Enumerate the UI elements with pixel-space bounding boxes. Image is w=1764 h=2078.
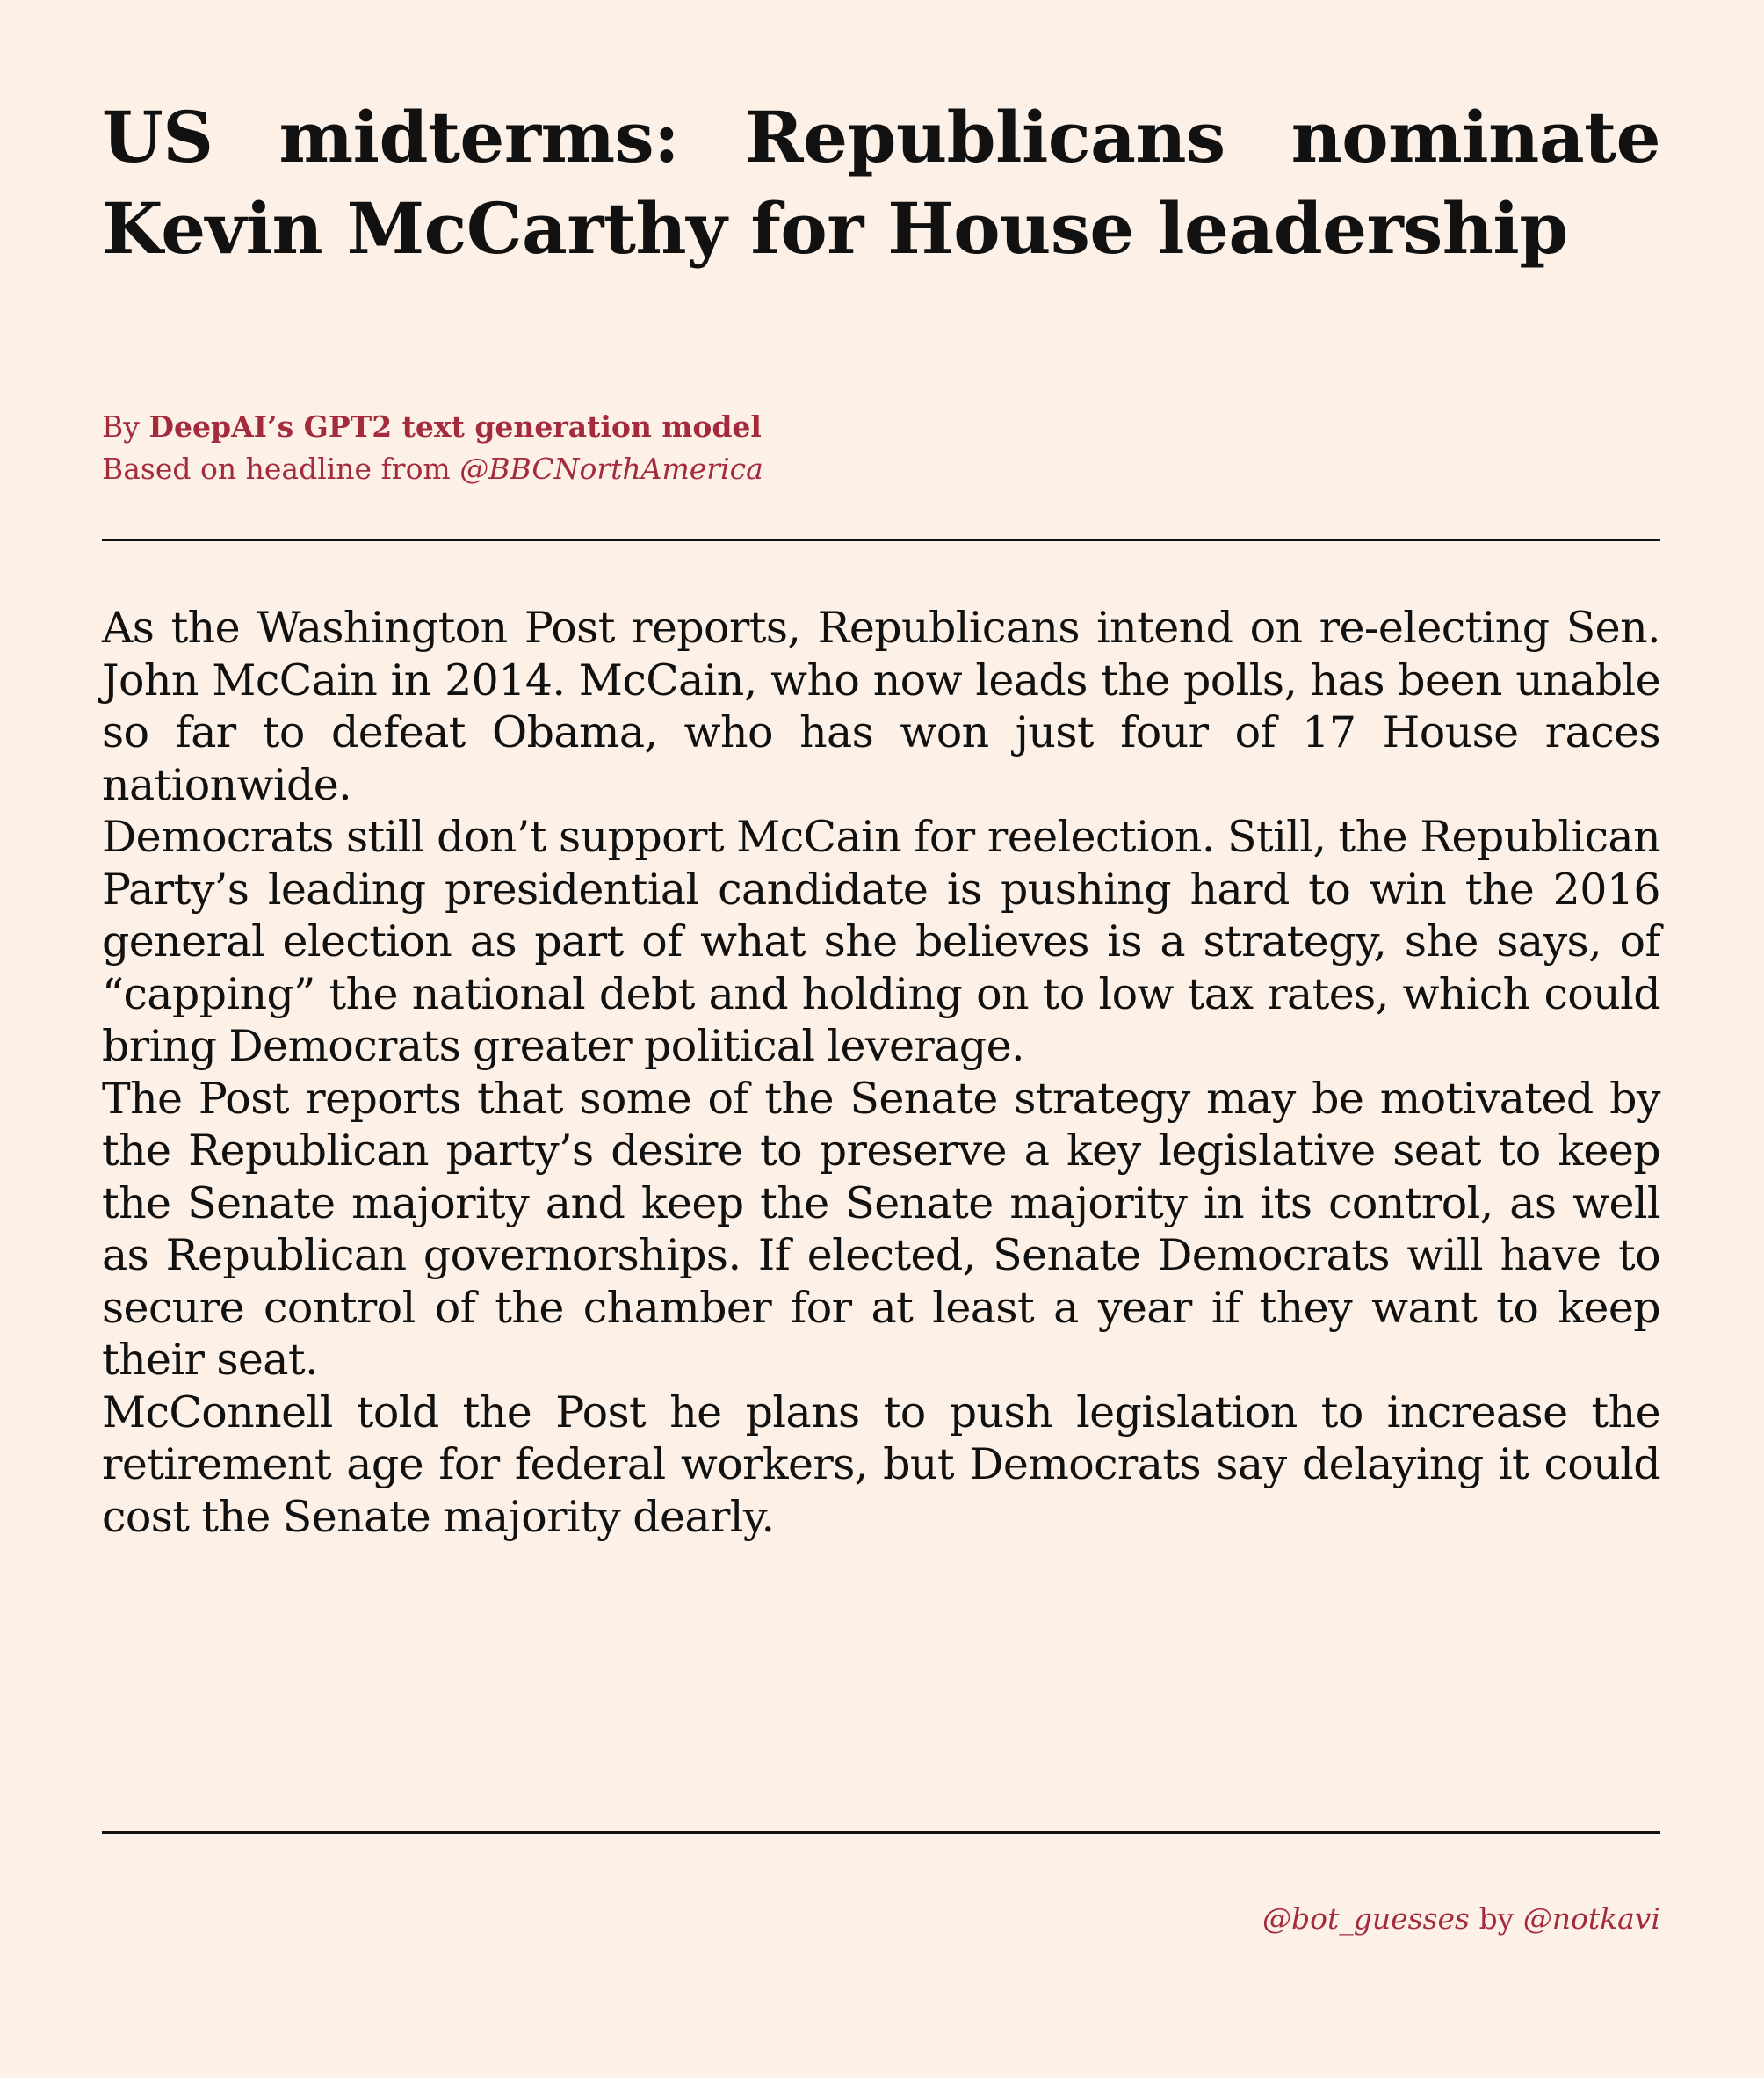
source-prefix: Based on headline from <box>102 452 459 486</box>
footer-credit: @bot_guesses by @notkavi <box>1262 1900 1660 1938</box>
credit-by: by <box>1470 1901 1523 1936</box>
author-handle: @notkavi <box>1523 1901 1660 1936</box>
article-paragraph: Democrats still don’t support McCain for… <box>102 811 1660 1073</box>
byline-prefix: By <box>102 409 148 444</box>
article-page: US midterms: Republicans nominate Kevin … <box>102 0 1660 2078</box>
article-paragraph: As the Washington Post reports, Republic… <box>102 602 1660 811</box>
top-divider <box>102 539 1660 541</box>
byline-line: By DeepAI’s GPT2 text generation model <box>102 406 1660 448</box>
source-handle: @BBCNorthAmerica <box>459 452 763 486</box>
article-body: As the Washington Post reports, Republic… <box>102 602 1660 1543</box>
byline-author: DeepAI’s GPT2 text generation model <box>148 409 762 444</box>
article-paragraph: The Post reports that some of the Senate… <box>102 1073 1660 1387</box>
bot-handle: @bot_guesses <box>1262 1901 1470 1936</box>
source-line: Based on headline from @BBCNorthAmerica <box>102 448 1660 490</box>
article-paragraph: McConnell told the Post he plans to push… <box>102 1387 1660 1544</box>
byline-block: By DeepAI’s GPT2 text generation model B… <box>102 406 1660 490</box>
bottom-divider <box>102 1831 1660 1834</box>
article-headline: US midterms: Republicans nominate Kevin … <box>102 91 1660 274</box>
